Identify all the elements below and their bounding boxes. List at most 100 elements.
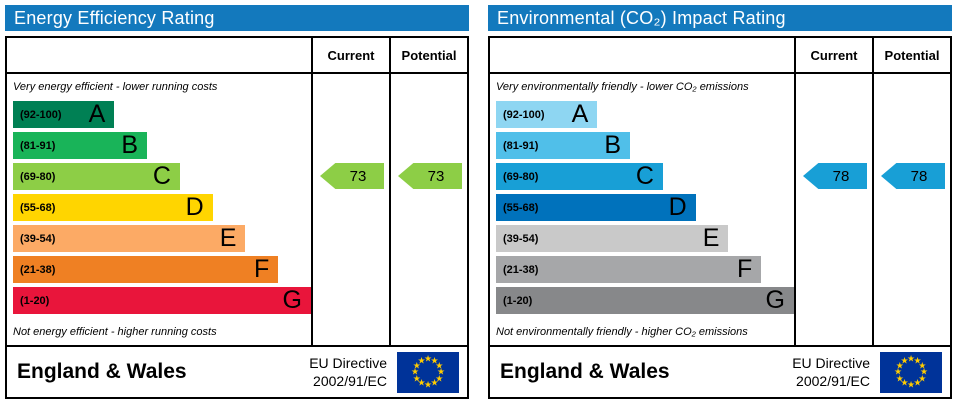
band-bar-a: (92-100) A — [496, 100, 598, 128]
rating-chart: Current Potential Very environmentally f… — [488, 36, 952, 399]
top-note: Very environmentally friendly - lower CO… — [496, 81, 749, 93]
bottom-note: Not energy efficient - higher running co… — [13, 326, 217, 338]
eu-directive-label: EU Directive 2002/91/EC — [309, 354, 387, 390]
band-bar-c: (69-80) C — [13, 163, 180, 190]
column-header-row: Current Potential — [490, 38, 950, 74]
band-bar-f: (21-38) F — [13, 255, 279, 283]
eu-directive-line2: 2002/91/EC — [796, 373, 870, 389]
region-label: England & Wales — [17, 360, 187, 383]
panel-title: Environmental (CO₂) Impact Rating — [488, 5, 952, 31]
eu-flag-star: ★ — [918, 373, 927, 383]
eu-directive-line1: EU Directive — [792, 354, 870, 371]
band-range-label: (21-38) — [503, 263, 539, 276]
eu-flag-star: ★ — [913, 355, 922, 366]
chart-body: Very environmentally friendly - lower CO… — [490, 74, 950, 345]
eu-flag-star: ★ — [430, 355, 439, 366]
band-letter: G — [765, 286, 785, 314]
eu-flag: ★ ★ ★ ★ ★ ★ ★ ★ ★ ★ ★ ★ — [397, 351, 459, 393]
band-range-label: (81-91) — [503, 139, 539, 152]
band-bar-d: (55-68) D — [13, 194, 213, 221]
potential-column: 78 — [872, 74, 950, 345]
potential-rating-arrow: 73 — [398, 163, 462, 189]
current-column-header: Current — [311, 38, 389, 72]
band-letter: F — [736, 255, 753, 283]
band-letter: E — [702, 224, 720, 252]
eu-flag-star: ★ — [435, 360, 444, 370]
current-column-header: Current — [794, 38, 872, 72]
eu-flag-star: ★ — [893, 366, 903, 377]
bands: (92-100) A (81-91) B (69-80) C (55-68) D (39-54)… — [496, 101, 794, 314]
eu-flag-star: ★ — [435, 373, 444, 383]
band-range-label: (81-91) — [20, 139, 56, 152]
band-letter: F — [253, 255, 270, 283]
eu-directive-line1: EU Directive — [309, 354, 387, 371]
potential-column: 73 — [389, 74, 467, 345]
eu-flag-star: ★ — [423, 379, 433, 390]
potential-column-header: Potential — [872, 38, 950, 72]
band-letter: B — [604, 131, 622, 159]
eu-flag-star: ★ — [417, 377, 426, 388]
eu-flag-star: ★ — [895, 360, 904, 370]
eu-flag-star: ★ — [412, 373, 421, 383]
eu-flag-star: ★ — [423, 353, 433, 364]
eu-flag-star: ★ — [417, 355, 426, 366]
band-bar-a: (92-100) A — [13, 101, 115, 128]
eu-flag-star: ★ — [906, 379, 916, 390]
band-range-label: (39-54) — [20, 232, 56, 245]
band-range-label: (1-20) — [503, 294, 533, 307]
eu-directive-label: EU Directive 2002/91/EC — [792, 354, 870, 390]
band-bar-g: (1-20) G — [13, 287, 311, 314]
band-range-label: (69-80) — [20, 170, 56, 183]
band-bar-e: (39-54) E — [13, 224, 246, 252]
band-range-label: (92-100) — [503, 108, 545, 121]
band-range-label: (55-68) — [503, 201, 539, 214]
chart-body: Very energy efficient - lower running co… — [7, 74, 467, 345]
band-bar-d: (55-68) D — [496, 194, 696, 221]
band-range-label: (69-80) — [503, 170, 539, 183]
potential-rating-arrow: 78 — [881, 163, 945, 189]
band-letter: B — [121, 131, 139, 159]
band-bar-g: (1-20) G — [496, 287, 794, 314]
band-letter: C — [152, 162, 171, 190]
potential-column-header: Potential — [389, 38, 467, 72]
header-spacer — [490, 38, 794, 72]
eu-flag-star: ★ — [919, 366, 929, 377]
bands-area: Very energy efficient - lower running co… — [7, 74, 311, 345]
band-letter: E — [219, 224, 237, 252]
eu-flag-star: ★ — [913, 377, 922, 388]
band-bar-f: (21-38) F — [496, 255, 762, 283]
band-letter: A — [571, 100, 589, 128]
eu-flag-star: ★ — [436, 366, 446, 377]
current-rating-arrow: 78 — [803, 163, 867, 189]
eu-flag-star: ★ — [412, 360, 421, 370]
band-range-label: (92-100) — [20, 108, 62, 121]
eu-flag-star: ★ — [410, 366, 420, 377]
eu-flag-star: ★ — [918, 360, 927, 370]
bands-area: Very environmentally friendly - lower CO… — [490, 74, 794, 345]
current-rating-arrow: 73 — [320, 163, 384, 189]
eu-flag-star: ★ — [906, 353, 916, 364]
top-note: Very energy efficient - lower running co… — [13, 81, 218, 93]
eu-flag-star: ★ — [900, 377, 909, 388]
chart-footer: England & Wales EU Directive 2002/91/EC … — [7, 345, 467, 397]
band-bar-c: (69-80) C — [496, 163, 663, 190]
region-label: England & Wales — [500, 360, 670, 383]
eu-flag-star: ★ — [430, 377, 439, 388]
band-letter: G — [282, 286, 302, 314]
eu-directive-line2: 2002/91/EC — [313, 373, 387, 389]
band-bar-b: (81-91) B — [496, 131, 631, 159]
band-range-label: (55-68) — [20, 201, 56, 214]
eu-flag-star: ★ — [895, 373, 904, 383]
panel-title: Energy Efficiency Rating — [5, 5, 469, 31]
energy-efficiency-panel: Energy Efficiency Rating Current Potenti… — [5, 5, 469, 399]
band-letter: D — [668, 193, 687, 221]
band-letter: D — [185, 193, 204, 221]
eu-flag-star: ★ — [900, 355, 909, 366]
bottom-note: Not environmentally friendly - higher CO… — [496, 326, 748, 338]
column-header-row: Current Potential — [7, 38, 467, 74]
eu-flag: ★ ★ ★ ★ ★ ★ ★ ★ ★ ★ ★ ★ — [880, 351, 942, 393]
band-range-label: (1-20) — [20, 294, 50, 307]
header-spacer — [7, 38, 311, 72]
band-range-label: (39-54) — [503, 232, 539, 245]
